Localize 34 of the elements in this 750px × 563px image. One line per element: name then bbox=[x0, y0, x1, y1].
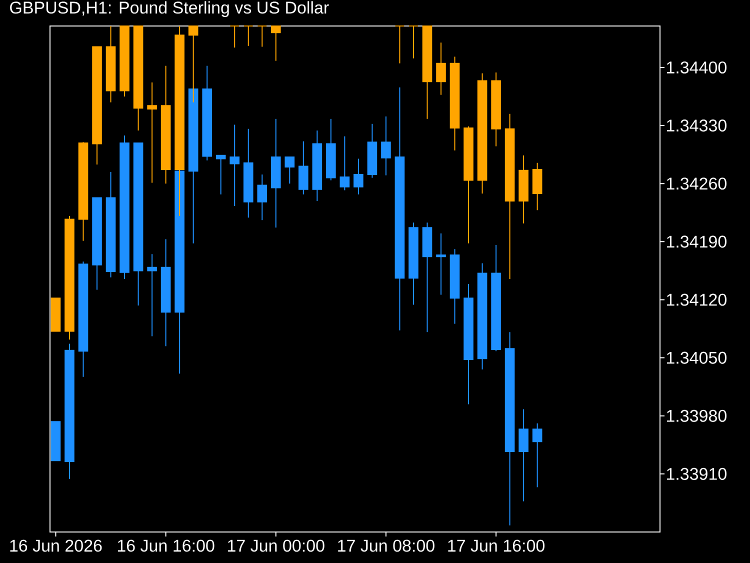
candlestick bbox=[257, 174, 268, 221]
y-tick-label: 1.34260 bbox=[667, 178, 726, 190]
candlestick bbox=[436, 42, 446, 96]
candlestick bbox=[408, 26, 418, 59]
candlestick bbox=[270, 26, 281, 62]
y-tick-label: 1.34330 bbox=[667, 120, 726, 132]
candlestick bbox=[230, 124, 240, 207]
x-tick-label: 17 Jun 00:00 bbox=[228, 540, 324, 552]
x-tick-label: 16 Jun 16:00 bbox=[118, 540, 214, 552]
y-tick-label: 1.34050 bbox=[667, 352, 726, 364]
y-tick-label: 1.33910 bbox=[667, 468, 726, 480]
candlestick bbox=[298, 140, 308, 195]
candlestick bbox=[216, 154, 226, 195]
candlestick bbox=[532, 422, 542, 488]
candlestick bbox=[147, 254, 157, 337]
y-tick-label: 1.34400 bbox=[667, 61, 726, 74]
candlestick bbox=[394, 26, 405, 64]
candlestick bbox=[436, 232, 446, 296]
y-tick-label: 1.34190 bbox=[667, 236, 726, 248]
candlestick bbox=[230, 26, 240, 48]
candlestick bbox=[147, 82, 157, 184]
candlestick bbox=[284, 156, 295, 184]
y-tick-label: 1.34120 bbox=[667, 294, 726, 306]
y-tick-label: 1.33980 bbox=[667, 410, 726, 422]
candlestick bbox=[243, 26, 254, 46]
candlestick bbox=[354, 158, 364, 195]
candlestick bbox=[257, 26, 268, 48]
candlestick bbox=[518, 408, 528, 502]
x-tick-label: 17 Jun 16:00 bbox=[448, 540, 545, 552]
x-tick-label: 16 Jun 2026 bbox=[10, 540, 102, 552]
chart-title: GBPUSD,H1: Pound Sterling vs US Dollar bbox=[10, 1, 329, 18]
candlestick bbox=[340, 136, 350, 191]
candlestick bbox=[381, 116, 391, 176]
x-tick-label: 17 Jun 08:00 bbox=[338, 540, 434, 552]
